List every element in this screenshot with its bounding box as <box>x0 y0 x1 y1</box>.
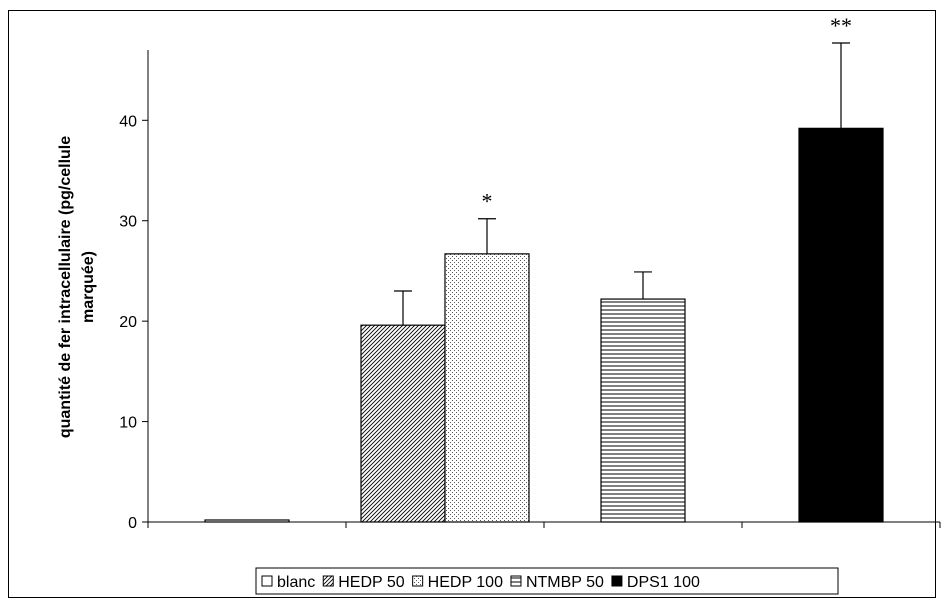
legend-swatch <box>322 575 334 587</box>
legend-swatch <box>611 575 623 587</box>
legend-swatch <box>412 575 424 587</box>
significance-annotation: * <box>482 189 493 214</box>
y-tick-label: 40 <box>119 113 137 130</box>
y-axis-title-line1: quantité de fer intracellulaire (pg/cell… <box>57 136 74 438</box>
legend-swatch <box>261 575 273 587</box>
bar-hedp-100 <box>444 253 530 523</box>
legend-box <box>255 567 839 595</box>
y-tick-label: 10 <box>119 415 137 432</box>
bar-hedp-50 <box>360 324 446 523</box>
y-axis-title-line2: marquée) <box>80 251 97 323</box>
legend-label: HEDP 100 <box>428 574 503 591</box>
bar-dps1-100 <box>798 127 884 523</box>
y-tick-label: 0 <box>128 515 137 532</box>
y-tick-label: 20 <box>119 314 137 331</box>
legend-label: NTMBP 50 <box>526 574 604 591</box>
bar-blanc <box>204 519 290 523</box>
legend-label: DPS1 100 <box>627 574 700 591</box>
legend-swatch <box>510 575 522 587</box>
y-tick-label: 30 <box>119 214 137 231</box>
legend-label: blanc <box>277 574 315 591</box>
legend-label: HEDP 50 <box>338 574 405 591</box>
bar-ntmbp-50 <box>600 298 686 523</box>
significance-annotation: ** <box>830 13 852 38</box>
